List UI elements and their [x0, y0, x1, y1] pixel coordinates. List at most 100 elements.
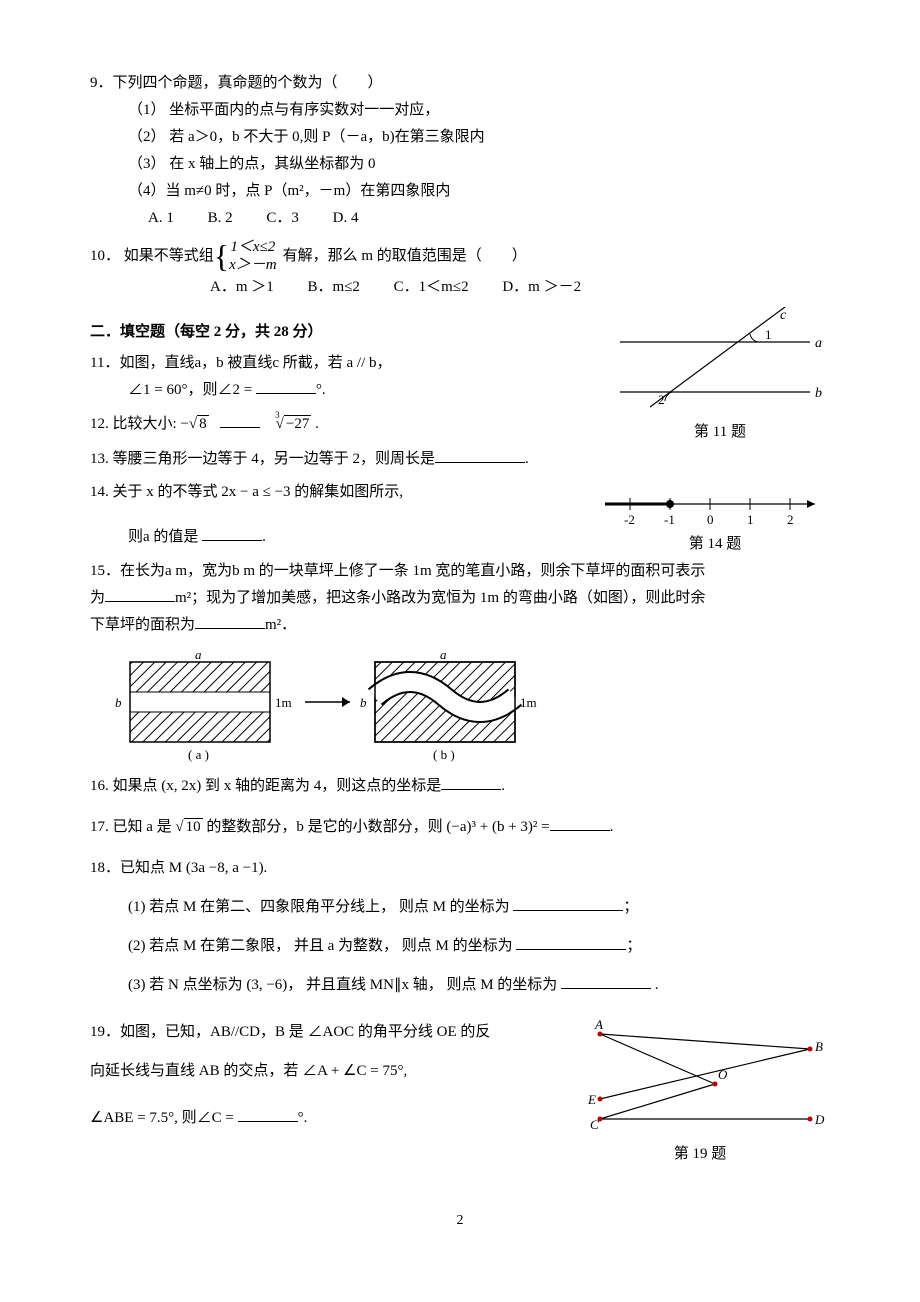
q12: 12. 比较大小: −√8 3√−27 . — [90, 410, 610, 438]
q17-mid: 的整数部分，b 是它的小数部分，则 (−a)³ + (b + 3)² = — [203, 819, 550, 835]
svg-text:1: 1 — [765, 327, 772, 342]
q12-post: . — [311, 416, 319, 432]
page-number: 2 — [90, 1208, 830, 1233]
q13: 13. 等腰三角形一边等于 4，另一边等于 2，则周长是. — [90, 446, 830, 473]
q17: 17. 已知 a 是 √10 的整数部分，b 是它的小数部分，则 (−a)³ +… — [90, 814, 830, 841]
q18-p3a: (3) 若 N 点坐标为 (3, −6)， 并且直线 MN∥x 轴， 则点 M … — [128, 977, 561, 993]
q9: 9．下列四个命题，真命题的个数为（ ） （1） 坐标平面内的点与有序实数对一一对… — [90, 70, 830, 232]
q12-blank — [220, 412, 260, 428]
q19: 19．如图，已知，AB//CD，B 是 ∠AOC 的角平分线 OE 的反 向延长… — [90, 1019, 570, 1132]
q18-p1b: ； — [623, 899, 638, 915]
q17-pre: 17. 已知 a 是 — [90, 819, 175, 835]
q10-optC: C．1＜m≤2 — [394, 279, 469, 295]
svg-text:C: C — [590, 1117, 599, 1132]
q15-l3: 下草坪的面积为 m²． — [90, 612, 830, 639]
q14-l2a: 则a 的值是 — [128, 529, 202, 545]
q18-p1a: (1) 若点 M 在第二、四象限角平分线上， 则点 M 的坐标为 — [128, 899, 513, 915]
q18-stem: 18．已知点 M (3a −8, a −1). — [90, 855, 830, 882]
q9-sub4: （4）当 m≠0 时，点 P（m²，－m）在第四象限内 — [90, 178, 830, 205]
svg-text:a: a — [440, 647, 447, 662]
svg-text:2: 2 — [658, 392, 665, 407]
q14-l2: 则a 的值是 . — [90, 524, 600, 551]
q15: 15．在长为a m，宽为b m 的一块草坪上修了一条 1m 宽的笔直小路，则余下… — [90, 558, 830, 767]
svg-text:a: a — [195, 647, 202, 662]
q11-l1: 11．如图，直线a，b 被直线c 所截，若 a // b， — [90, 350, 610, 377]
q14: 14. 关于 x 的不等式 2x − a ≤ −3 的解集如图所示, 则a 的值… — [90, 479, 600, 551]
q10: 10． 如果不等式组 { 1＜x≤2 x＞－m 有解，那么 m 的取值范围是（ … — [90, 238, 830, 301]
svg-text:1m: 1m — [520, 695, 537, 710]
q12-rad2: −27 — [284, 415, 311, 432]
q15-figure: a b 1m ( a ) a b 1m ( b ) — [90, 647, 570, 767]
sqrt8-icon: √8 — [189, 411, 209, 438]
q11-l2b: °. — [316, 382, 326, 398]
q15-blank2 — [195, 613, 265, 629]
q9-optB: B. 2 — [208, 210, 233, 226]
svg-text:c: c — [780, 308, 787, 323]
q17-blank — [550, 815, 610, 831]
q16: 16. 如果点 (x, 2x) 到 x 轴的距离为 4，则这点的坐标是. — [90, 773, 830, 800]
q10-stem-pre: 10． 如果不等式组 — [90, 243, 214, 270]
q18-p2a: (2) 若点 M 在第二象限， 并且 a 为整数， 则点 M 的坐标为 — [128, 938, 516, 954]
q15-figure-wrap: a b 1m ( a ) a b 1m ( b ) — [90, 647, 830, 767]
q13-pre: 13. 等腰三角形一边等于 4，另一边等于 2，则周长是 — [90, 451, 435, 467]
q9-optA: A. 1 — [148, 210, 174, 226]
q11: 11．如图，直线a，b 被直线c 所截，若 a // b， ∠1 = 60°，则… — [90, 350, 610, 404]
svg-text:B: B — [815, 1039, 823, 1054]
q11-l2a: ∠1 = 60°，则∠2 = — [128, 382, 256, 398]
svg-text:-1: -1 — [664, 512, 675, 527]
svg-text:b: b — [115, 695, 122, 710]
q18-blank3 — [561, 973, 651, 989]
svg-text:1m: 1m — [275, 695, 292, 710]
q18-blank2 — [516, 934, 626, 950]
row-q14: 14. 关于 x 的不等式 2x − a ≤ −3 的解集如图所示, 则a 的值… — [90, 479, 830, 558]
q9-stem: 9．下列四个命题，真命题的个数为（ ） — [90, 70, 830, 97]
svg-text:E: E — [587, 1092, 596, 1107]
q14-figure: -2 -1 0 1 2 — [600, 479, 830, 529]
svg-text:1: 1 — [747, 512, 754, 527]
q10-options: A．m ＞1 B．m≤2 C．1＜m≤2 D．m ＞－2 — [90, 274, 830, 301]
q15-l3b: m²． — [265, 617, 296, 633]
q14-fig-label: 第 14 题 — [600, 531, 830, 558]
q14-blank — [202, 525, 262, 541]
q16-blank — [441, 774, 501, 790]
q16-post: . — [501, 778, 505, 794]
cbrt-icon: 3√−27 — [271, 410, 311, 438]
q11-l2: ∠1 = 60°，则∠2 = °. — [90, 377, 610, 404]
q9-sub2: （2） 若 a＞0，b 不大于 0,则 P（－a，b)在第三象限内 — [90, 124, 830, 151]
q9-sub3: （3） 在 x 轴上的点，其纵坐标都为 0 — [90, 151, 830, 178]
svg-text:b: b — [815, 386, 822, 401]
q15-l3a: 下草坪的面积为 — [90, 617, 195, 633]
sqrt10-icon: √10 — [175, 814, 202, 841]
q19-fig-label: 第 19 题 — [570, 1141, 830, 1168]
q10-optD: D．m ＞－2 — [502, 279, 581, 295]
row-q19: 19．如图，已知，AB//CD，B 是 ∠AOC 的角平分线 OE 的反 向延长… — [90, 1019, 830, 1168]
q19-l2: 向延长线与直线 AB 的交点，若 ∠A + ∠C = 75°, — [90, 1058, 570, 1085]
q9-options: A. 1 B. 2 C．3 D. 4 — [90, 205, 830, 232]
q11-fig-label: 第 11 题 — [610, 419, 830, 446]
svg-text:O: O — [718, 1067, 728, 1082]
section2-header: 二．填空题（每空 2 分，共 28 分） — [90, 319, 610, 346]
svg-text:0: 0 — [707, 512, 714, 527]
q15-l2a: 为 — [90, 590, 105, 606]
q10-optA: A．m ＞1 — [210, 279, 274, 295]
q9-optC: C．3 — [266, 210, 299, 226]
q12-cbrt-idx: 3 — [275, 410, 280, 420]
q14-l1: 14. 关于 x 的不等式 2x − a ≤ −3 的解集如图所示, — [90, 479, 600, 506]
q15-l2b: m²；现为了增加美感，把这条小路改为宽恒为 1m 的弯曲小路（如图），则此时余 — [175, 590, 705, 606]
q17-post: . — [610, 819, 614, 835]
q18-p3: (3) 若 N 点坐标为 (3, −6)， 并且直线 MN∥x 轴， 则点 M … — [90, 972, 830, 999]
q12-rad1: 8 — [197, 415, 209, 432]
q15-l2: 为 m²；现为了增加美感，把这条小路改为宽恒为 1m 的弯曲小路（如图），则此时余 — [90, 585, 830, 612]
q15-l1: 15．在长为a m，宽为b m 的一块草坪上修了一条 1m 宽的笔直小路，则余下… — [90, 558, 830, 585]
q13-post: . — [525, 451, 529, 467]
svg-text:( b ): ( b ) — [433, 747, 455, 762]
q18-p2b: ； — [626, 938, 641, 954]
q11-blank — [256, 378, 316, 394]
q19-l3a: ∠ABE = 7.5°, 则∠C = — [90, 1110, 238, 1126]
q13-blank — [435, 447, 525, 463]
q17-rad: 10 — [184, 818, 203, 835]
q19-l3: ∠ABE = 7.5°, 则∠C = °. — [90, 1105, 570, 1132]
q19-l3b: °. — [298, 1110, 308, 1126]
svg-text:-2: -2 — [624, 512, 635, 527]
q16-pre: 16. 如果点 (x, 2x) 到 x 轴的距离为 4，则这点的坐标是 — [90, 778, 441, 794]
